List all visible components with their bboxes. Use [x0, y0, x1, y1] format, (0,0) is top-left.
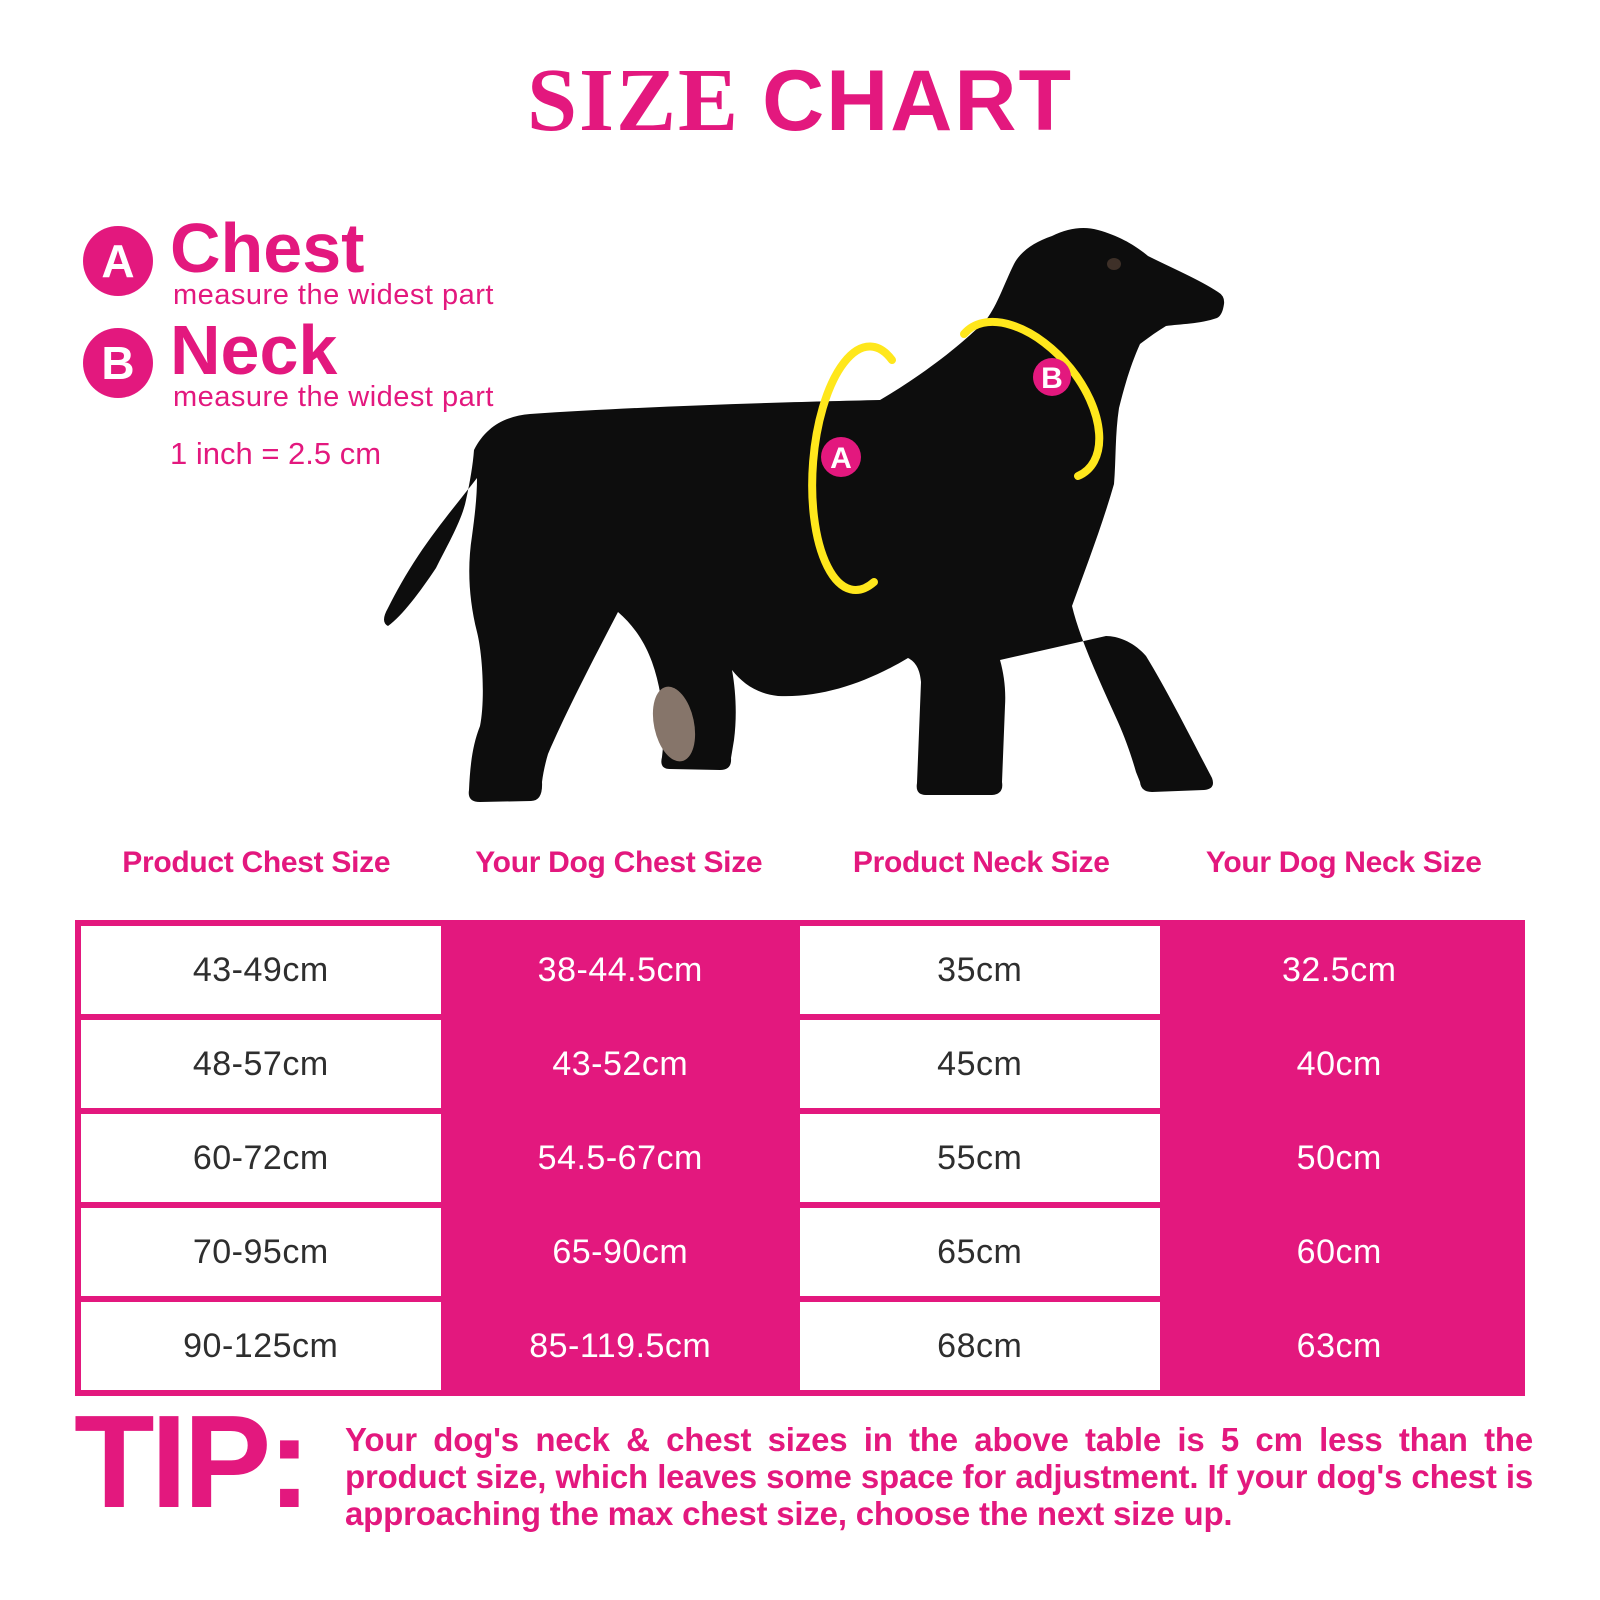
title-word-chart: CHART	[762, 53, 1074, 149]
table-row: 60-72cm 54.5-67cm 55cm 50cm	[81, 1114, 1519, 1202]
cell-product-neck: 35cm	[800, 926, 1160, 1014]
tip-text: Your dog's neck & chest sizes in the abo…	[345, 1421, 1533, 1532]
cell-dog-neck: 63cm	[1296, 1326, 1382, 1365]
cell-product-chest: 48-57cm	[81, 1020, 441, 1108]
header-product-neck-size: Product Neck Size	[852, 846, 1110, 879]
cell-product-chest: 43-49cm	[81, 926, 441, 1014]
dog-silhouette	[384, 228, 1225, 802]
cell-dog-chest: 85-119.5cm	[529, 1326, 712, 1365]
table-row: 48-57cm 43-52cm 45cm 40cm	[81, 1020, 1519, 1108]
size-table-headers: Product Chest Size Your Dog Chest Size P…	[75, 846, 1525, 880]
legend-desc-chest: measure the widest part	[173, 279, 494, 311]
table-row: 43-49cm 38-44.5cm 35cm 32.5cm	[81, 926, 1519, 1014]
title-word-size: SIZE	[526, 51, 741, 150]
legend-label-neck: Neck	[170, 311, 338, 389]
cell-dog-chest: 65-90cm	[552, 1232, 689, 1271]
legend-badge-neck-letter: B	[101, 337, 135, 389]
marker-chest: A	[821, 437, 861, 477]
table-row: 70-95cm 65-90cm 65cm 60cm	[81, 1208, 1519, 1296]
cell-product-neck: 55cm	[800, 1114, 1160, 1202]
cell-dog-chest: 54.5-67cm	[537, 1138, 703, 1177]
neck-measure-loop	[960, 317, 1104, 480]
marker-neck-letter: B	[1041, 362, 1063, 395]
dog-belly-tuft	[652, 686, 696, 762]
legend-badge-chest: A	[83, 226, 153, 296]
legend-label-chest: Chest	[170, 209, 365, 287]
legend-badge-neck: B	[83, 328, 153, 398]
size-table: 43-49cm 38-44.5cm 35cm 32.5cm 48-57cm 43…	[75, 920, 1525, 1396]
cell-dog-chest: 38-44.5cm	[537, 950, 703, 989]
unit-conversion-note: 1 inch = 2.5 cm	[170, 436, 382, 471]
header-your-dog-chest-size: Your Dog Chest Size	[475, 846, 763, 879]
cell-product-neck: 45cm	[800, 1020, 1160, 1108]
table-row: 90-125cm 85-119.5cm 68cm 63cm	[81, 1302, 1519, 1390]
dog-eye	[1107, 258, 1121, 270]
marker-neck: B	[1033, 358, 1071, 396]
cell-dog-chest: 43-52cm	[552, 1044, 689, 1083]
cell-dog-neck: 60cm	[1296, 1232, 1382, 1271]
cell-product-chest: 60-72cm	[81, 1114, 441, 1202]
cell-dog-neck: 50cm	[1296, 1138, 1382, 1177]
tip-label: TIP:	[74, 1388, 311, 1535]
chest-measure-loop	[808, 342, 896, 594]
cell-product-neck: 65cm	[800, 1208, 1160, 1296]
cell-product-neck: 68cm	[800, 1302, 1160, 1390]
page-title: SIZE CHART	[0, 56, 1600, 146]
legend-desc-neck: measure the widest part	[173, 381, 494, 413]
cell-dog-neck: 32.5cm	[1282, 950, 1397, 989]
dog-measurement-diagram: A B	[384, 228, 1225, 802]
header-product-chest-size: Product Chest Size	[122, 846, 391, 879]
cell-dog-neck: 40cm	[1296, 1044, 1382, 1083]
header-your-dog-neck-size: Your Dog Neck Size	[1205, 846, 1482, 879]
cell-product-chest: 70-95cm	[81, 1208, 441, 1296]
cell-product-chest: 90-125cm	[81, 1302, 441, 1390]
legend-badge-chest-letter: A	[101, 235, 135, 287]
marker-chest-letter: A	[830, 442, 852, 475]
